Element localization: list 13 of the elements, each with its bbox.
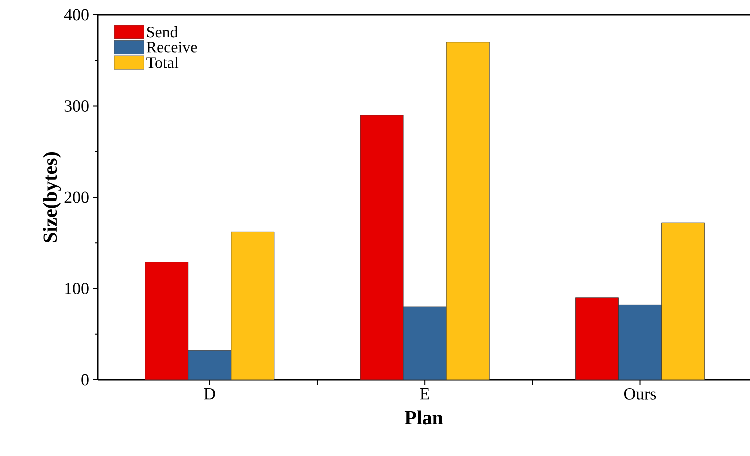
y-tick-label: 0 [82, 374, 89, 386]
y-tick-label: 400 [64, 9, 89, 21]
x-tick-label: E [420, 388, 430, 400]
y-tick-label: 200 [64, 192, 89, 204]
y-axis-title: Size(bytes) [43, 152, 62, 242]
legend-label: Total [146, 57, 179, 68]
x-tick-label: Ours [624, 388, 656, 400]
legend-label: Receive [146, 42, 198, 53]
x-tick-label: D [204, 388, 216, 400]
legend-label: Send [147, 26, 178, 38]
y-tick-label: 100 [66, 283, 89, 294]
x-axis-title: Plan [404, 410, 444, 425]
y-tick-label: 300 [64, 100, 89, 112]
